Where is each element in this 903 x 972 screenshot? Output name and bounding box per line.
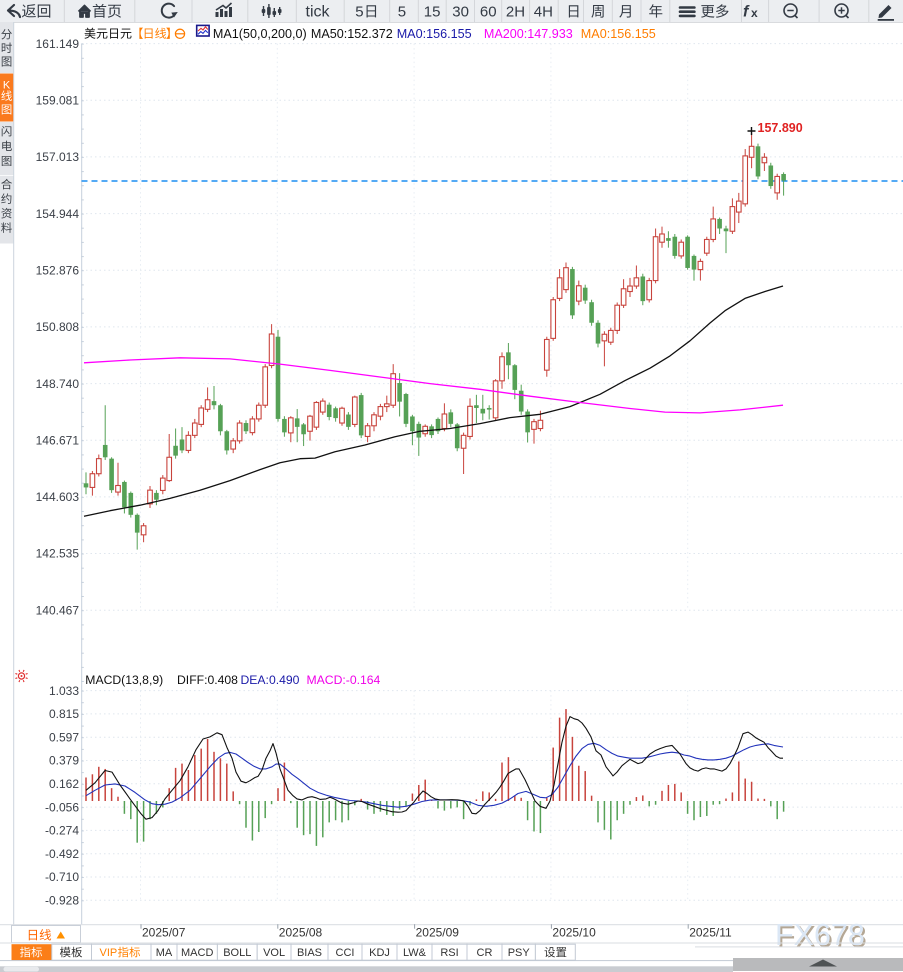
svg-text:DEA:0.490: DEA:0.490 [241,673,300,687]
svg-text:157.013: 157.013 [36,150,80,164]
svg-text:2H: 2H [506,4,525,21]
svg-text:BOLL: BOLL [223,947,251,959]
svg-text:LW&: LW& [403,947,427,959]
svg-text:CR: CR [477,947,493,959]
svg-text:FX678: FX678 [777,920,867,954]
svg-text:0.162: 0.162 [49,777,79,791]
svg-text:30: 30 [452,4,469,21]
svg-text:MACD:-0.164: MACD:-0.164 [307,673,381,687]
svg-text:0.597: 0.597 [49,730,79,744]
svg-text:140.467: 140.467 [36,603,80,617]
svg-text:MA: MA [156,947,173,959]
svg-text:2025/11: 2025/11 [689,926,732,940]
svg-text:FX678: FX678 [775,918,865,952]
svg-text:60: 60 [480,4,497,21]
svg-text:15: 15 [424,4,441,21]
svg-text:f: f [743,4,750,21]
svg-text:MA0:156.155: MA0:156.155 [581,27,656,41]
svg-text:2025/07: 2025/07 [142,926,186,940]
svg-text:PSY: PSY [508,947,531,959]
svg-text:MA200:147.933: MA200:147.933 [484,27,573,41]
svg-text:-0.274: -0.274 [45,824,79,838]
svg-text:-0.056: -0.056 [45,800,79,814]
svg-text:146.671: 146.671 [36,433,80,447]
svg-text:CCI: CCI [336,947,355,959]
svg-text:5: 5 [355,4,363,21]
svg-text:144.603: 144.603 [36,490,80,504]
svg-text:MA1(50,0,200,0): MA1(50,0,200,0) [213,27,307,41]
svg-text:MACD(13,8,9): MACD(13,8,9) [85,673,163,687]
svg-text:BIAS: BIAS [297,947,322,959]
svg-text:157.890: 157.890 [758,121,803,135]
svg-text:-0.492: -0.492 [45,847,79,861]
svg-text:2025/09: 2025/09 [416,926,460,940]
svg-text:0.815: 0.815 [49,707,79,721]
svg-text:161.149: 161.149 [36,37,80,51]
svg-text:-0.710: -0.710 [45,870,79,884]
svg-text:VOL: VOL [263,947,285,959]
svg-text:148.740: 148.740 [36,377,80,391]
svg-text:154.944: 154.944 [36,207,80,221]
svg-text:150.808: 150.808 [36,320,80,334]
svg-text:159.081: 159.081 [36,94,80,108]
svg-text:5: 5 [398,4,406,21]
svg-text:MA0:156.155: MA0:156.155 [397,27,472,41]
svg-text:tick: tick [306,4,331,21]
svg-text:2025/08: 2025/08 [279,926,323,940]
svg-text:0.379: 0.379 [49,754,79,768]
svg-text:2025/10: 2025/10 [552,926,596,940]
svg-text:DIFF:0.408: DIFF:0.408 [177,673,238,687]
svg-text:VIP: VIP [100,947,118,959]
svg-text:-0.928: -0.928 [45,894,79,908]
svg-text:RSI: RSI [440,947,458,959]
svg-text:MA50:152.372: MA50:152.372 [311,27,393,41]
svg-text:MACD: MACD [181,947,213,959]
svg-text:142.535: 142.535 [36,547,80,561]
svg-text:KDJ: KDJ [369,947,390,959]
svg-text:4H: 4H [534,4,553,21]
svg-text:x: x [751,6,758,20]
svg-text:K: K [3,80,11,92]
svg-text:152.876: 152.876 [36,263,80,277]
svg-text:1.033: 1.033 [49,684,79,698]
